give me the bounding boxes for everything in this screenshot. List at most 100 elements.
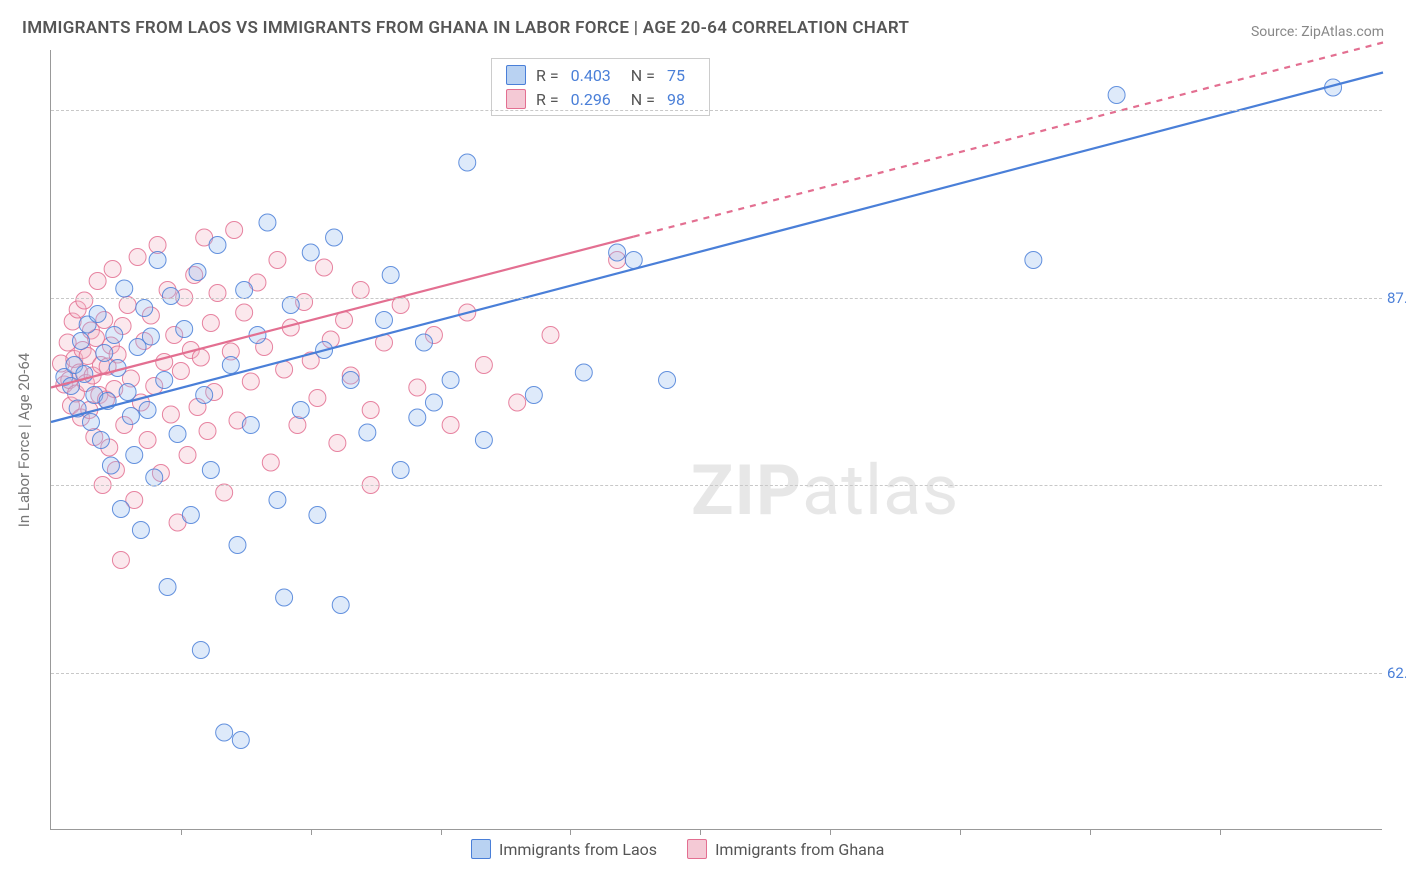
scatter-point xyxy=(209,237,226,254)
scatter-point xyxy=(139,432,156,449)
scatter-point xyxy=(625,252,642,269)
scatter-point xyxy=(142,328,159,345)
scatter-point xyxy=(116,280,133,297)
scatter-point xyxy=(192,642,209,659)
y-tick-label: 62.5% xyxy=(1387,664,1406,682)
scatter-point xyxy=(162,288,179,305)
scatter-point xyxy=(575,364,592,381)
scatter-point xyxy=(226,222,243,239)
scatter-point xyxy=(509,394,526,411)
scatter-point xyxy=(352,282,369,299)
scatter-point xyxy=(199,423,216,440)
scatter-point xyxy=(102,457,119,474)
scatter-point xyxy=(196,387,213,404)
scatter-point xyxy=(112,501,129,518)
scatter-point xyxy=(382,267,399,284)
scatter-point xyxy=(136,300,153,317)
source-link[interactable]: ZipAtlas.com xyxy=(1301,24,1384,40)
scatter-point xyxy=(276,361,293,378)
scatter-point xyxy=(269,252,286,269)
trend-line xyxy=(51,73,1383,423)
scatter-point xyxy=(442,372,459,389)
legend-r-label: R = xyxy=(536,90,559,109)
scatter-point xyxy=(96,345,113,362)
scatter-point xyxy=(202,315,219,332)
legend-label: Immigrants from Laos xyxy=(499,840,657,859)
scatter-point xyxy=(1108,87,1125,104)
scatter-point xyxy=(309,507,326,524)
legend-n-label: N = xyxy=(631,66,655,85)
scatter-point xyxy=(179,447,196,464)
x-tick-mark xyxy=(181,829,182,835)
scatter-point xyxy=(222,357,239,374)
scatter-point xyxy=(162,406,179,423)
scatter-point xyxy=(126,447,143,464)
scatter-point xyxy=(119,297,136,314)
legend-n-label: N = xyxy=(631,90,655,109)
scatter-point xyxy=(112,552,129,569)
scatter-point xyxy=(169,426,186,443)
scatter-point xyxy=(332,597,349,614)
scatter-point xyxy=(216,484,233,501)
scatter-point xyxy=(156,372,173,389)
scatter-point xyxy=(409,409,426,426)
legend-n-value: 98 xyxy=(667,90,685,109)
y-tick-label: 87.5% xyxy=(1387,289,1406,307)
legend-label: Immigrants from Ghana xyxy=(715,840,884,859)
scatter-point xyxy=(542,327,559,344)
scatter-point xyxy=(262,454,279,471)
scatter-point xyxy=(316,259,333,276)
scatter-point xyxy=(269,492,286,509)
source-attribution: Source: ZipAtlas.com xyxy=(1251,24,1384,40)
scatter-point xyxy=(232,732,249,749)
scatter-point xyxy=(292,402,309,419)
plot-area: ZIPatlas R =0.403N =75R =0.296N =98 Immi… xyxy=(50,50,1382,830)
legend-swatch xyxy=(471,839,491,859)
scatter-point xyxy=(89,273,106,290)
scatter-point xyxy=(359,424,376,441)
scatter-point xyxy=(342,372,359,389)
scatter-point xyxy=(176,321,193,338)
legend-row: R = 0.296 N = 98 xyxy=(492,87,709,111)
scatter-point xyxy=(329,435,346,452)
legend-series: Immigrants from Laos Immigrants from Ghan… xyxy=(471,839,884,859)
scatter-point xyxy=(1025,252,1042,269)
legend-swatch xyxy=(506,89,526,109)
gridline-h xyxy=(51,110,1382,111)
legend-item: Immigrants from Laos xyxy=(471,839,657,859)
scatter-point xyxy=(72,333,89,350)
scatter-point xyxy=(475,432,492,449)
x-tick-mark xyxy=(570,829,571,835)
scatter-point xyxy=(229,537,246,554)
x-tick-mark xyxy=(311,829,312,835)
scatter-point xyxy=(425,394,442,411)
scatter-point xyxy=(132,522,149,539)
scatter-point xyxy=(242,417,259,434)
source-prefix: Source: xyxy=(1251,24,1301,40)
legend-r-value: 0.296 xyxy=(571,90,611,109)
legend-item: Immigrants from Ghana xyxy=(687,839,884,859)
scatter-point xyxy=(209,285,226,302)
gridline-h xyxy=(51,485,1382,486)
scatter-point xyxy=(122,408,139,425)
legend-correlation: R =0.403N =75R =0.296N =98 xyxy=(491,58,710,116)
trend-line-dashed xyxy=(634,43,1383,237)
scatter-point xyxy=(282,297,299,314)
scatter-point xyxy=(189,264,206,281)
scatter-point xyxy=(106,327,123,344)
scatter-point xyxy=(236,282,253,299)
scatter-point xyxy=(302,244,319,261)
scatter-point xyxy=(139,402,156,419)
scatter-point xyxy=(82,414,99,431)
scatter-point xyxy=(259,214,276,231)
x-tick-mark xyxy=(830,829,831,835)
scatter-point xyxy=(409,379,426,396)
scatter-point xyxy=(172,363,189,380)
scatter-point xyxy=(92,432,109,449)
x-tick-mark xyxy=(960,829,961,835)
scatter-point xyxy=(525,387,542,404)
scatter-point xyxy=(216,724,233,741)
legend-n-value: 75 xyxy=(667,66,685,85)
scatter-point xyxy=(149,237,166,254)
scatter-point xyxy=(442,417,459,434)
